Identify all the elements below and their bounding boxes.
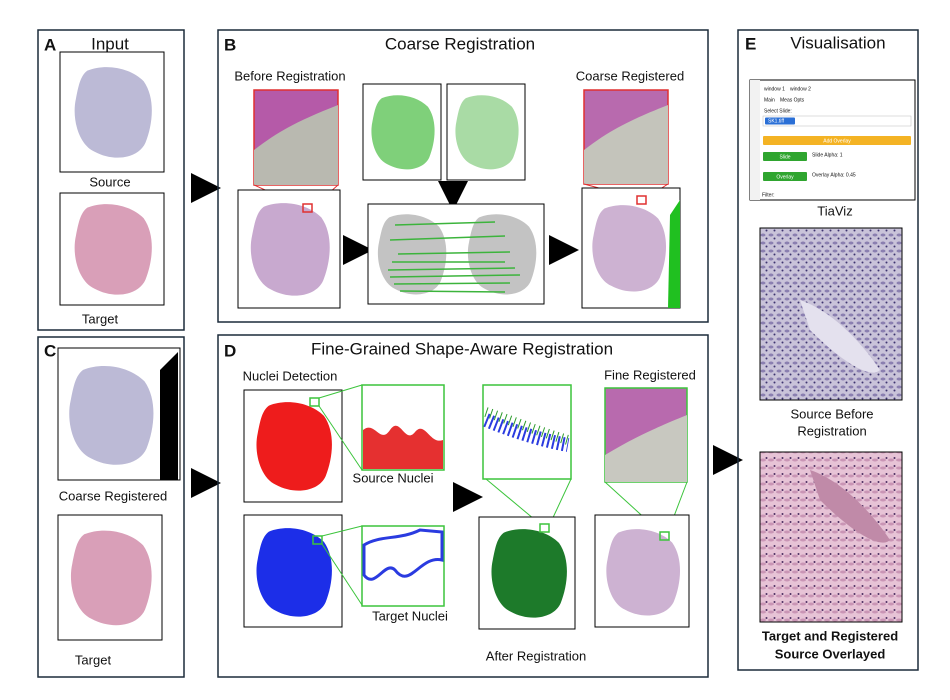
warp-edge <box>160 352 178 480</box>
image-label: Source Overlayed <box>775 646 886 661</box>
panel-border <box>217 29 709 323</box>
image-label: Target and Registered <box>762 628 898 643</box>
zoom-target <box>361 525 445 607</box>
menu: Main <box>764 97 775 103</box>
fine-tissue <box>606 529 681 616</box>
slider-label: Overlay Alpha: 0.45 <box>812 172 856 178</box>
image-label: Nuclei Detection <box>243 368 338 383</box>
slide-chip[interactable] <box>765 117 795 125</box>
tiaviz-screenshot: window 1 window 2 Main Meas Opts Select … <box>749 79 916 201</box>
zoom-detail <box>605 415 687 482</box>
image-label: Fine Registered <box>604 367 696 382</box>
panel-title: Coarse Registration <box>385 34 535 53</box>
zoom-line <box>321 525 363 606</box>
field-label: Filter: <box>762 192 775 198</box>
panel-letter: D <box>224 341 236 360</box>
tab: window 1 <box>764 86 785 92</box>
zoom-line <box>318 384 363 471</box>
panel-title: Fine-Grained Shape-Aware Registration <box>311 339 613 358</box>
toolbar <box>750 80 760 200</box>
menu: Meas Opts <box>780 97 805 103</box>
add-overlay-button[interactable] <box>763 136 911 145</box>
select-box[interactable] <box>762 115 912 127</box>
panel-border <box>37 336 185 678</box>
roi <box>636 195 647 205</box>
roi <box>302 203 313 213</box>
button-label: Overlay <box>776 174 794 180</box>
overlay-button[interactable] <box>763 172 807 181</box>
warp-edge <box>668 200 680 308</box>
registered-tissue <box>592 205 667 292</box>
nuclei-region <box>363 425 443 469</box>
image-label: Target <box>75 652 112 667</box>
image-label: TiaViz <box>817 203 852 218</box>
panel-c: C Coarse Registered Target <box>37 336 185 678</box>
tab: window 2 <box>790 86 811 92</box>
panel-title: Visualisation <box>790 33 885 52</box>
image-label: Before Registration <box>234 68 345 83</box>
source-mask <box>371 95 435 170</box>
slider-label: Slide Alpha: 1 <box>812 152 843 158</box>
panel-e: E Visualisation window 1 window 2 Main M… <box>737 29 919 671</box>
panel-border <box>37 29 185 331</box>
image-label: After Registration <box>486 648 586 663</box>
image-label: Coarse Registered <box>59 488 167 503</box>
panel-letter: B <box>224 35 236 54</box>
coarse-tissue <box>69 366 154 465</box>
button-label: Slide <box>779 154 790 160</box>
panel-d: D Fine-Grained Shape-Aware Registration … <box>217 334 709 678</box>
field-label: Select Slide: <box>764 108 792 114</box>
roi <box>312 535 323 545</box>
image-label: Source <box>89 174 130 189</box>
roi <box>539 523 550 533</box>
roi <box>309 397 320 407</box>
image-label: Coarse Registered <box>576 68 684 83</box>
panel-a: A Input Source Target <box>37 29 185 331</box>
roi <box>659 531 670 541</box>
target-nuclei-mask <box>256 528 332 617</box>
source-nuclei-mask <box>256 402 332 491</box>
panel-border <box>217 334 709 678</box>
panel-b: B Coarse Registration Before Registratio… <box>217 29 709 323</box>
slide-button[interactable] <box>763 152 807 161</box>
panel-letter: A <box>44 35 56 54</box>
target-tissue <box>70 530 152 626</box>
target-mask <box>455 95 519 170</box>
button-label: Add Overlay <box>823 138 851 144</box>
nuclei-region <box>362 528 444 581</box>
matches <box>387 221 521 293</box>
image-label: Registration <box>797 423 866 438</box>
panel-border <box>737 29 919 671</box>
image-label: Source Before <box>790 406 873 421</box>
tissue-fibre <box>810 470 890 543</box>
chip-label: SK1.tiff <box>768 118 785 124</box>
image-label: Source Nuclei <box>353 470 434 485</box>
source-patch <box>759 227 903 401</box>
panel-letter: C <box>44 341 56 360</box>
zoom-overlay <box>482 384 572 480</box>
image-label: Target Nuclei <box>372 608 448 623</box>
zoom-detail <box>584 105 668 184</box>
image-label: Target <box>82 311 119 326</box>
panel-title: Input <box>91 34 129 53</box>
overlay-tissue <box>250 203 330 296</box>
zoom-detail <box>254 105 338 185</box>
source-tissue <box>74 67 152 158</box>
tissue-fibre <box>800 300 880 373</box>
panel-letter: E <box>745 34 756 53</box>
overlay-nuclei <box>491 529 567 618</box>
target-tissue <box>74 204 152 295</box>
